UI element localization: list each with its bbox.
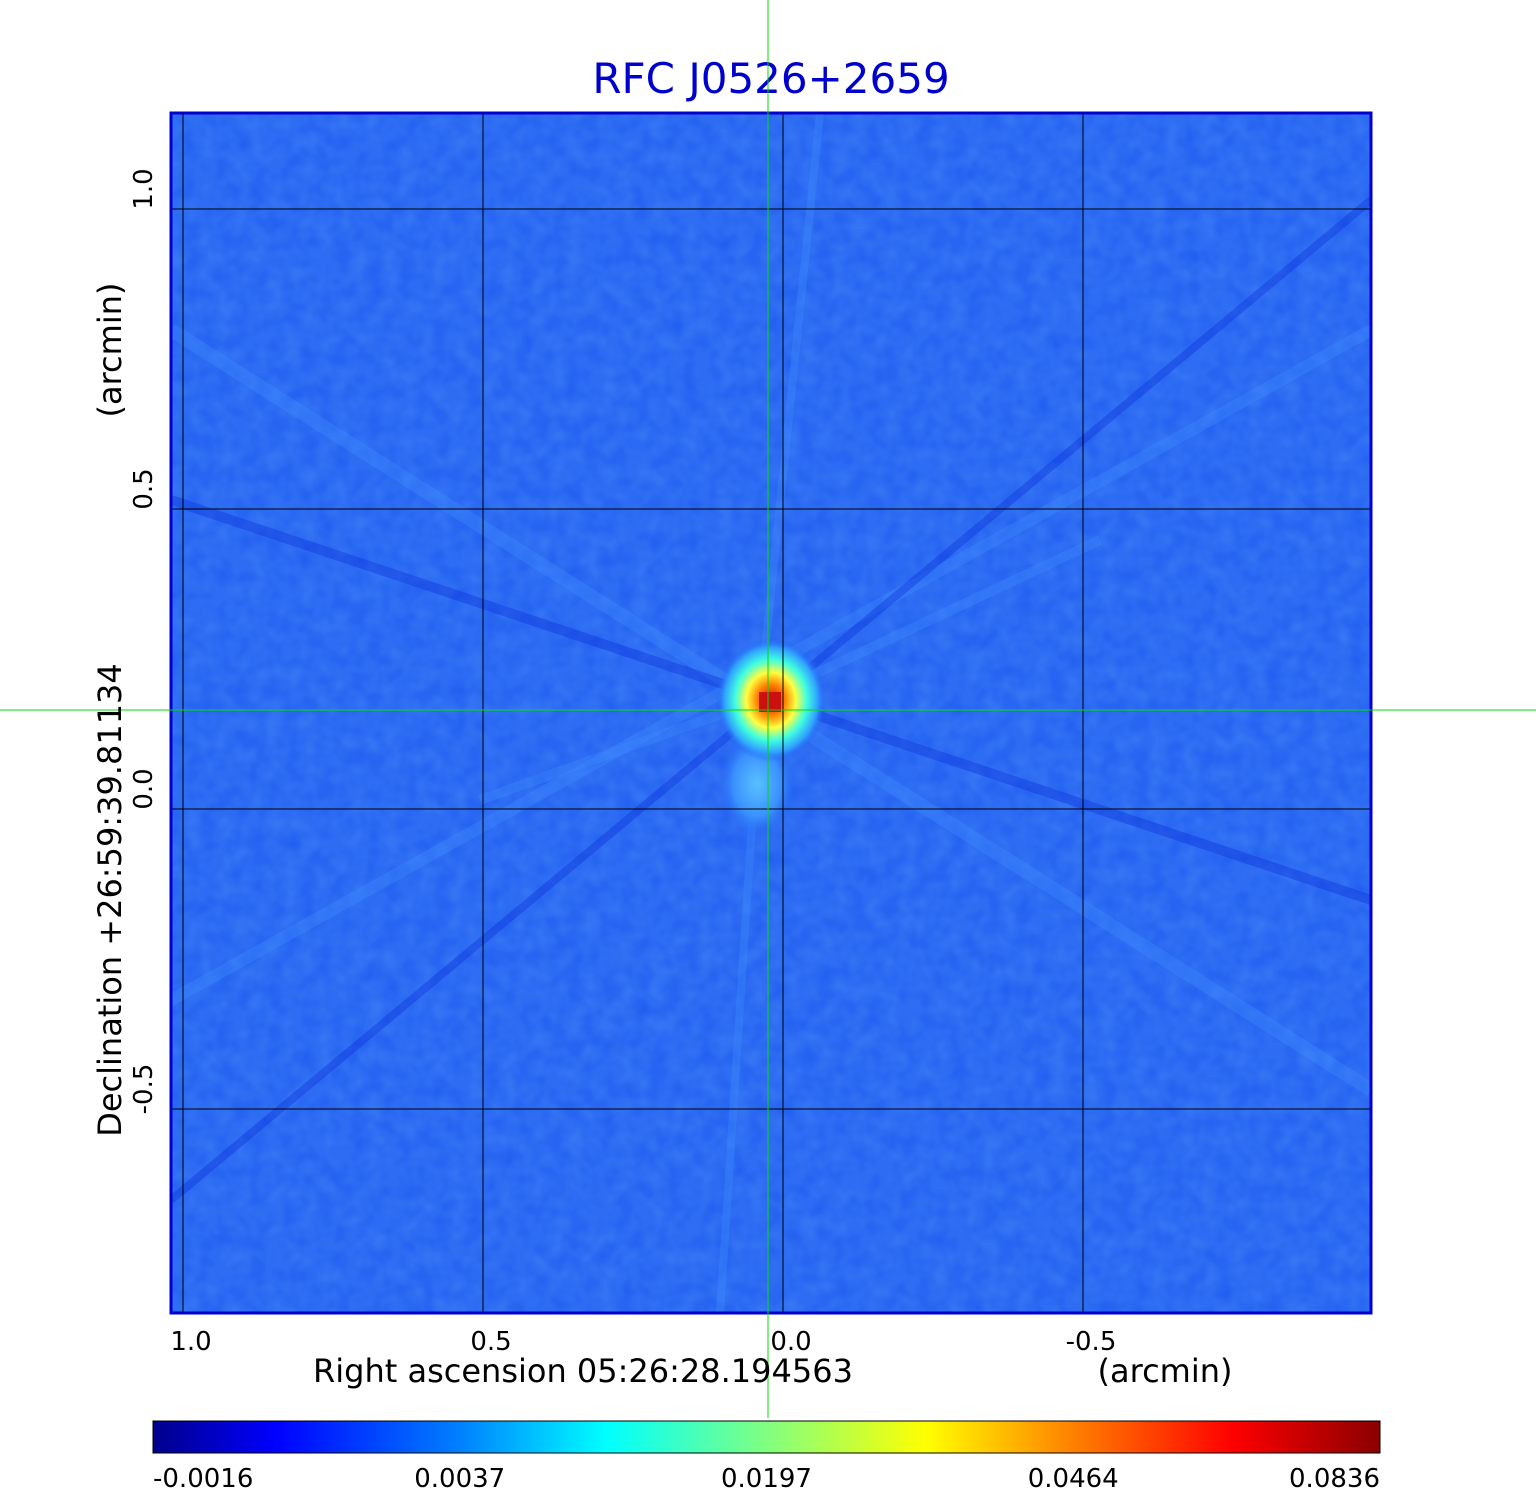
y-axis-label: Declination +26:59:39.81134 bbox=[91, 663, 129, 1137]
colorbar-label: 0.0836 bbox=[1289, 1464, 1380, 1494]
x-tick-label: 1.0 bbox=[170, 1327, 211, 1357]
plot-area bbox=[171, 113, 1371, 1313]
colorbar-label: 0.0464 bbox=[1028, 1464, 1119, 1494]
y-tick-labels: 1.0 0.5 0.0 -0.5 bbox=[129, 168, 159, 1114]
colorbar-label: 0.0037 bbox=[414, 1464, 505, 1494]
x-tick-label: 0.0 bbox=[770, 1327, 811, 1357]
y-tick-label: 1.0 bbox=[129, 168, 159, 209]
x-tick-label: 0.5 bbox=[470, 1327, 511, 1357]
colorbar-label: 0.0197 bbox=[721, 1464, 812, 1494]
y-tick-label: 0.5 bbox=[129, 468, 159, 509]
x-axis-label: Right ascension 05:26:28.194563 bbox=[313, 1352, 853, 1390]
chart-title: RFC J0526+2659 bbox=[592, 54, 949, 103]
y-axis-unit: (arcmin) bbox=[91, 283, 129, 418]
x-axis-unit: (arcmin) bbox=[1098, 1352, 1233, 1390]
colorbar bbox=[152, 1420, 1381, 1454]
y-tick-label: -0.5 bbox=[129, 1064, 159, 1115]
y-tick-label: 0.0 bbox=[129, 768, 159, 809]
source-peak bbox=[759, 692, 781, 712]
radio-source bbox=[716, 638, 826, 839]
x-tick-labels: 1.0 0.5 0.0 -0.5 bbox=[170, 1327, 1116, 1357]
grid-lines bbox=[171, 113, 1371, 1313]
plot-frame bbox=[169, 111, 1373, 1315]
x-tick-label: -0.5 bbox=[1066, 1327, 1117, 1357]
colorbar-labels: -0.0016 0.0037 0.0197 0.0464 0.0836 bbox=[153, 1464, 1380, 1494]
colorbar-label: -0.0016 bbox=[153, 1464, 253, 1494]
